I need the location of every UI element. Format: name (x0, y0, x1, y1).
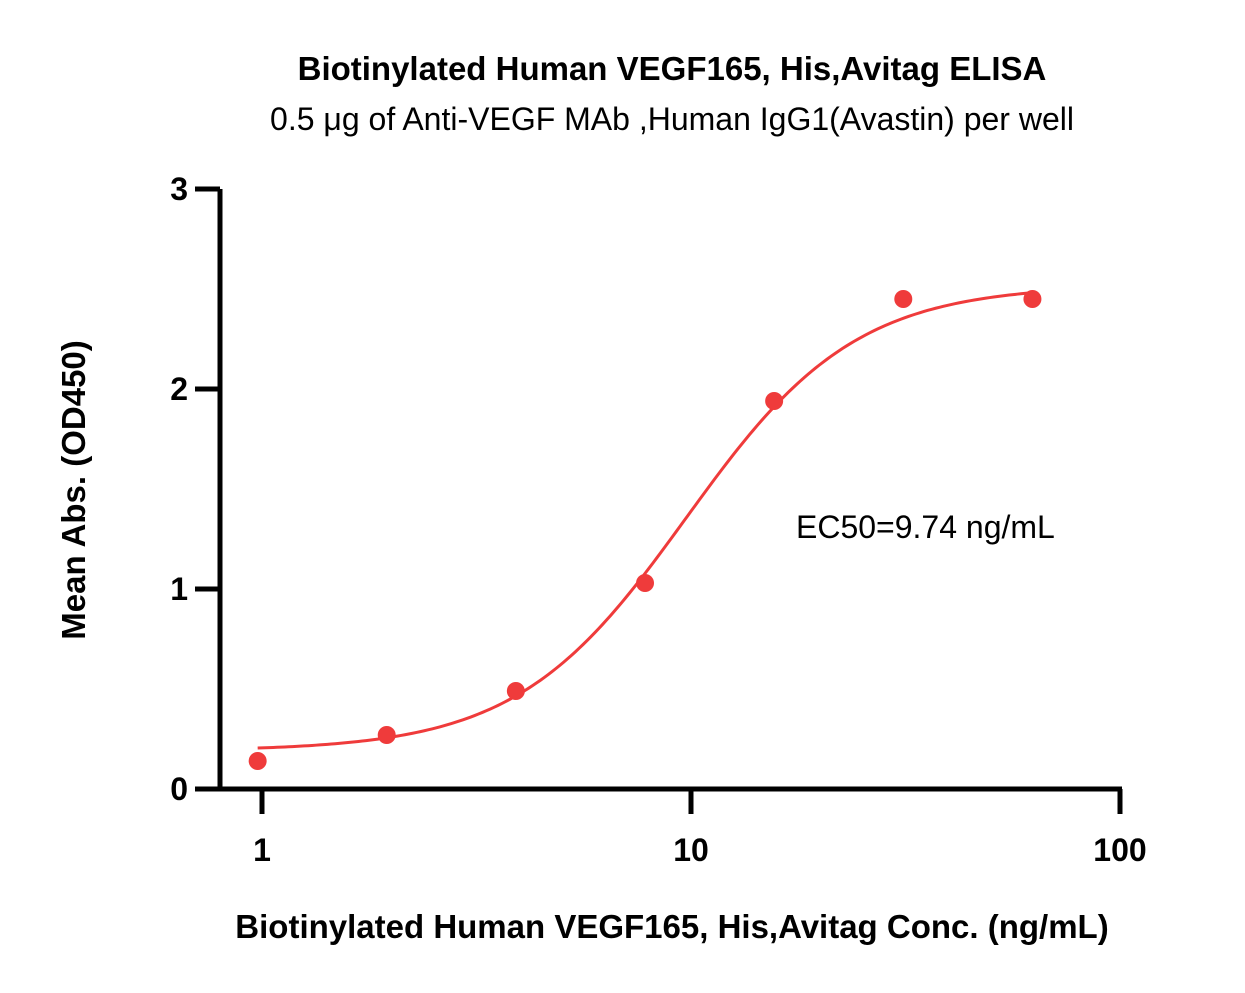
y-axis-label: Mean Abs. (OD450) (55, 340, 92, 640)
y-ticks: 0 1 2 3 (170, 171, 220, 807)
x-ticks: 1 10 100 (253, 789, 1147, 868)
data-point (1023, 290, 1042, 308)
y-tick-label: 1 (170, 571, 188, 607)
chart-subtitle: 0.5 μg of Anti-VEGF MAb ,Human IgG1(Avas… (270, 101, 1074, 137)
data-point (894, 290, 913, 308)
data-point (248, 752, 267, 770)
x-tick-label: 1 (253, 832, 271, 868)
data-point (377, 726, 396, 744)
data-points (248, 290, 1042, 770)
ec50-annotation: EC50=9.74 ng/mL (796, 509, 1055, 545)
y-tick-label: 2 (170, 371, 188, 407)
y-tick-label: 3 (170, 171, 188, 207)
x-tick-label: 10 (673, 832, 709, 868)
chart-title: Biotinylated Human VEGF165, His,Avitag E… (298, 50, 1047, 87)
data-point (636, 574, 655, 592)
data-point (765, 392, 784, 410)
x-axis-label: Biotinylated Human VEGF165, His,Avitag C… (235, 908, 1108, 945)
axes (217, 189, 1122, 792)
data-point (506, 682, 525, 700)
x-tick-label: 100 (1093, 832, 1146, 868)
y-tick-label: 0 (170, 771, 188, 807)
